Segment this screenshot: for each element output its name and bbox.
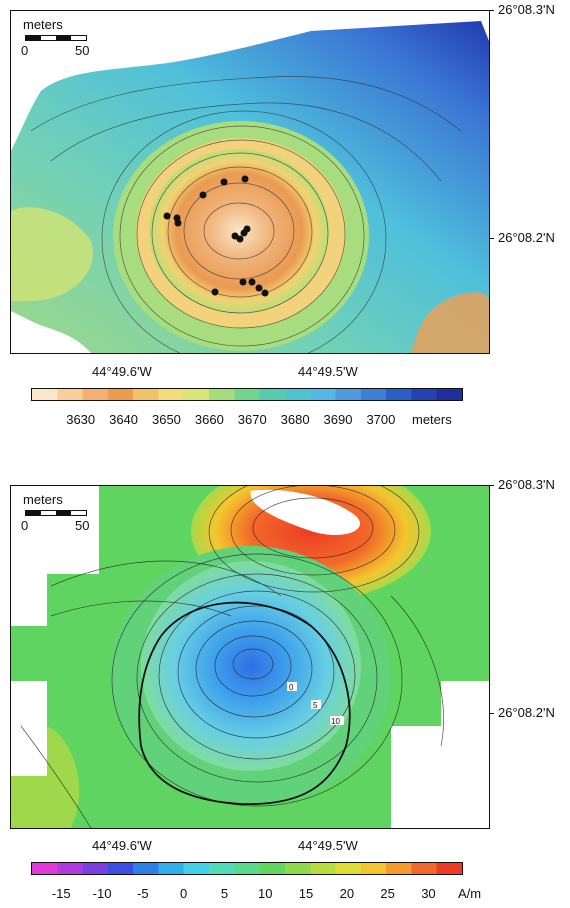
depth-colorbar-tick: 3680 [280, 412, 310, 427]
magnetization-map-canvas: 0 5 10 [11, 486, 489, 828]
bathymetry-map: meters 0 50 [10, 10, 490, 354]
depth-colorbar-tick: 3700 [366, 412, 396, 427]
depth-colorbar-tick: 3650 [151, 412, 181, 427]
magnetization-colorbar-tick: 0 [180, 886, 188, 901]
magnetization-colorbar [31, 862, 463, 875]
top-lon-left: 44°49.6'W [92, 364, 152, 379]
scale-bar-graphic [25, 35, 87, 41]
magnetization-colorbar-tick: 10 [258, 886, 273, 901]
magnetization-colorbar-tick: 5 [220, 886, 229, 901]
bottom-lat-upper: 26°08.3'N [498, 477, 555, 492]
magnetization-colorbar-tick: 15 [298, 886, 314, 901]
depth-colorbar-tick: 3690 [323, 412, 353, 427]
contour-label-0: 0 [289, 683, 294, 692]
magnetization-colorbar-tick: -10 [92, 886, 112, 901]
contour-label-5: 5 [313, 701, 318, 710]
bathymetry-contours [30, 76, 462, 353]
depth-colorbar-unit: meters [412, 412, 452, 427]
top-lat-middle: 26°08.2'N [498, 230, 555, 245]
magnetization-colorbar-tick: 20 [339, 886, 355, 901]
volcano-rim-outline [138, 601, 351, 805]
magnetization-colorbar-tick: 25 [380, 886, 395, 901]
magnetization-map: 0 5 10 meters 0 50 [10, 485, 490, 829]
scale-title: meters [23, 17, 63, 32]
depth-colorbar [31, 388, 463, 401]
survey-points [163, 175, 269, 297]
bottom-lat-middle: 26°08.2'N [498, 705, 555, 720]
top-lat-upper: 26°08.3'N [498, 2, 555, 17]
depth-colorbar-tick: 3670 [237, 412, 267, 427]
magnetization-colorbar-tick: -5 [137, 886, 149, 901]
bottom-lon-left: 44°49.6'W [92, 838, 152, 853]
bottom-lon-right: 44°49.5'W [298, 838, 358, 853]
magnetization-contours [20, 486, 444, 828]
depth-colorbar-tick: 3660 [194, 412, 224, 427]
scale-max: 50 [75, 518, 90, 533]
magnetization-colorbar-tick: -15 [51, 886, 71, 901]
scale-min: 0 [21, 43, 29, 58]
scale-max: 50 [75, 43, 90, 58]
magnetization-colorbar-tick: 30 [421, 886, 436, 901]
contour-label-10: 10 [331, 717, 340, 726]
scale-title: meters [23, 492, 63, 507]
top-lon-right: 44°49.5'W [298, 364, 358, 379]
bathymetry-map-canvas [11, 11, 489, 353]
scale-bar-graphic [25, 510, 87, 516]
scale-min: 0 [21, 518, 29, 533]
depth-colorbar-tick: 3640 [109, 412, 139, 427]
magnetization-colorbar-unit: A/m [458, 886, 482, 901]
depth-colorbar-tick: 3630 [66, 412, 96, 427]
